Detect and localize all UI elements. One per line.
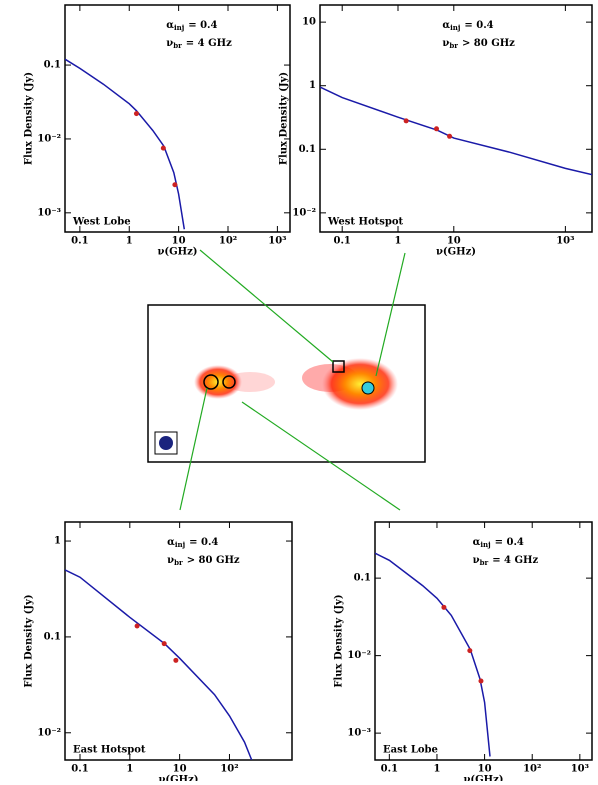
x-axis-label: ν(GHz) — [436, 247, 476, 258]
radio-image — [148, 305, 425, 462]
data-point — [162, 641, 167, 646]
data-point — [134, 111, 139, 116]
y-tick-label: 0.1 — [44, 631, 61, 642]
x-tick-label: 10 — [173, 764, 187, 775]
annotation-symbol: ν — [167, 555, 174, 566]
y-tick-label: 1 — [309, 80, 316, 91]
y-tick-label: 10⁻² — [37, 133, 61, 144]
x-tick-label: 10 — [172, 236, 186, 247]
annotation-subscript: inj — [480, 540, 490, 549]
y-tick-label: 10 — [302, 17, 316, 28]
annotation-text: = 4 GHz — [492, 555, 538, 566]
annotation: νbr > 80 GHz — [167, 555, 240, 568]
x-tick-label: 1 — [395, 236, 402, 247]
data-point — [173, 658, 178, 663]
annotation: νbr= 4 GHz — [473, 555, 539, 568]
annotation: αinj= 0.4 — [167, 537, 218, 550]
data-point — [441, 605, 446, 610]
model-curve — [320, 87, 592, 175]
figure: 0.1 1 10 10² 10³ 0.1 10⁻² 10⁻³ ν(GHz) Flux Densit… — [0, 0, 598, 781]
x-tick-label: 0.1 — [381, 764, 398, 775]
model-curve — [65, 59, 184, 229]
x-tick-label: 10² — [220, 764, 238, 775]
annotation-text: = 0.4 — [189, 537, 218, 548]
data-point — [135, 623, 140, 628]
x-tick-label: 10 — [478, 764, 492, 775]
x-tick-label: 10² — [219, 236, 237, 247]
data-point — [478, 679, 483, 684]
x-tick-label: 0.1 — [333, 236, 350, 247]
annotation-text: > 80 GHz — [187, 555, 240, 566]
x-tick-label: 0.1 — [71, 236, 88, 247]
x-axis-label: ν(GHz) — [158, 775, 198, 782]
x-axis-label: ν(GHz) — [463, 775, 503, 782]
x-tick-label: 10² — [523, 764, 541, 775]
y-tick-label: 10⁻³ — [347, 728, 371, 739]
x-tick-label: 1 — [126, 236, 133, 247]
data-point — [434, 126, 439, 131]
y-axis-label: Flux Density (Jy) — [24, 594, 35, 687]
x-tick-label: 10 — [447, 236, 461, 247]
annotation-symbol: ν — [166, 38, 173, 49]
y-tick-label: 10⁻² — [347, 650, 371, 661]
annotation-text: = 0.4 — [188, 20, 217, 31]
y-tick-label: 1 — [54, 536, 61, 547]
data-point — [161, 146, 166, 151]
model-curve — [65, 570, 252, 760]
annotation-symbol: ν — [442, 38, 449, 49]
annotation-subscript: inj — [174, 23, 184, 32]
x-tick-label: 10³ — [571, 764, 589, 775]
annotation-subscript: inj — [450, 23, 460, 32]
data-point — [447, 134, 452, 139]
panel-label: East Hotspot — [73, 745, 146, 756]
y-tick-label: 10⁻² — [292, 207, 316, 218]
annotation-subscript: br — [173, 41, 182, 50]
annotation: αinj= 0.4 — [166, 20, 217, 33]
x-tick-label: 0.1 — [71, 764, 88, 775]
y-tick-label: 10⁻² — [37, 727, 61, 738]
annotation-subscript: br — [174, 558, 183, 567]
annotation: αinj= 0.4 — [473, 537, 524, 550]
x-tick-label: 1 — [126, 764, 133, 775]
annotation-text: = 0.4 — [464, 20, 493, 31]
y-axis-label: Flux Density (Jy) — [279, 72, 290, 165]
plot-frame — [320, 5, 592, 232]
y-axis-label: Flux Density (Jy) — [24, 72, 35, 165]
x-axis-label: ν(GHz) — [157, 247, 197, 258]
plot-frame — [65, 5, 290, 232]
data-point — [467, 648, 472, 653]
annotation-text: = 0.4 — [495, 537, 524, 548]
panel-label: West Hotspot — [327, 217, 404, 228]
y-tick-label: 0.1 — [44, 60, 61, 71]
data-point — [172, 182, 177, 187]
panel-label: West Lobe — [72, 217, 131, 228]
x-tick-label: 1 — [433, 764, 440, 775]
annotation: νbr > 80 GHz — [442, 38, 515, 51]
panel-label: East Lobe — [383, 745, 438, 756]
y-axis-label: Flux Density (Jy) — [334, 594, 345, 687]
annotation-subscript: br — [449, 41, 458, 50]
x-tick-label: 10³ — [556, 236, 574, 247]
y-tick-label: 0.1 — [299, 144, 316, 155]
annotation-text: = 4 GHz — [186, 38, 232, 49]
annotation: αinj= 0.4 — [442, 20, 493, 33]
data-point — [404, 118, 409, 123]
annotation-subscript: inj — [175, 540, 185, 549]
annotation-text: > 80 GHz — [462, 38, 515, 49]
model-curve — [375, 553, 490, 756]
y-tick-label: 0.1 — [354, 573, 371, 584]
annotation: νbr = 4 GHz — [166, 38, 232, 51]
y-tick-label: 10⁻³ — [37, 207, 61, 218]
annotation-subscript: br — [480, 558, 489, 567]
x-tick-label: 10³ — [268, 236, 286, 247]
annotation-symbol: ν — [473, 555, 480, 566]
